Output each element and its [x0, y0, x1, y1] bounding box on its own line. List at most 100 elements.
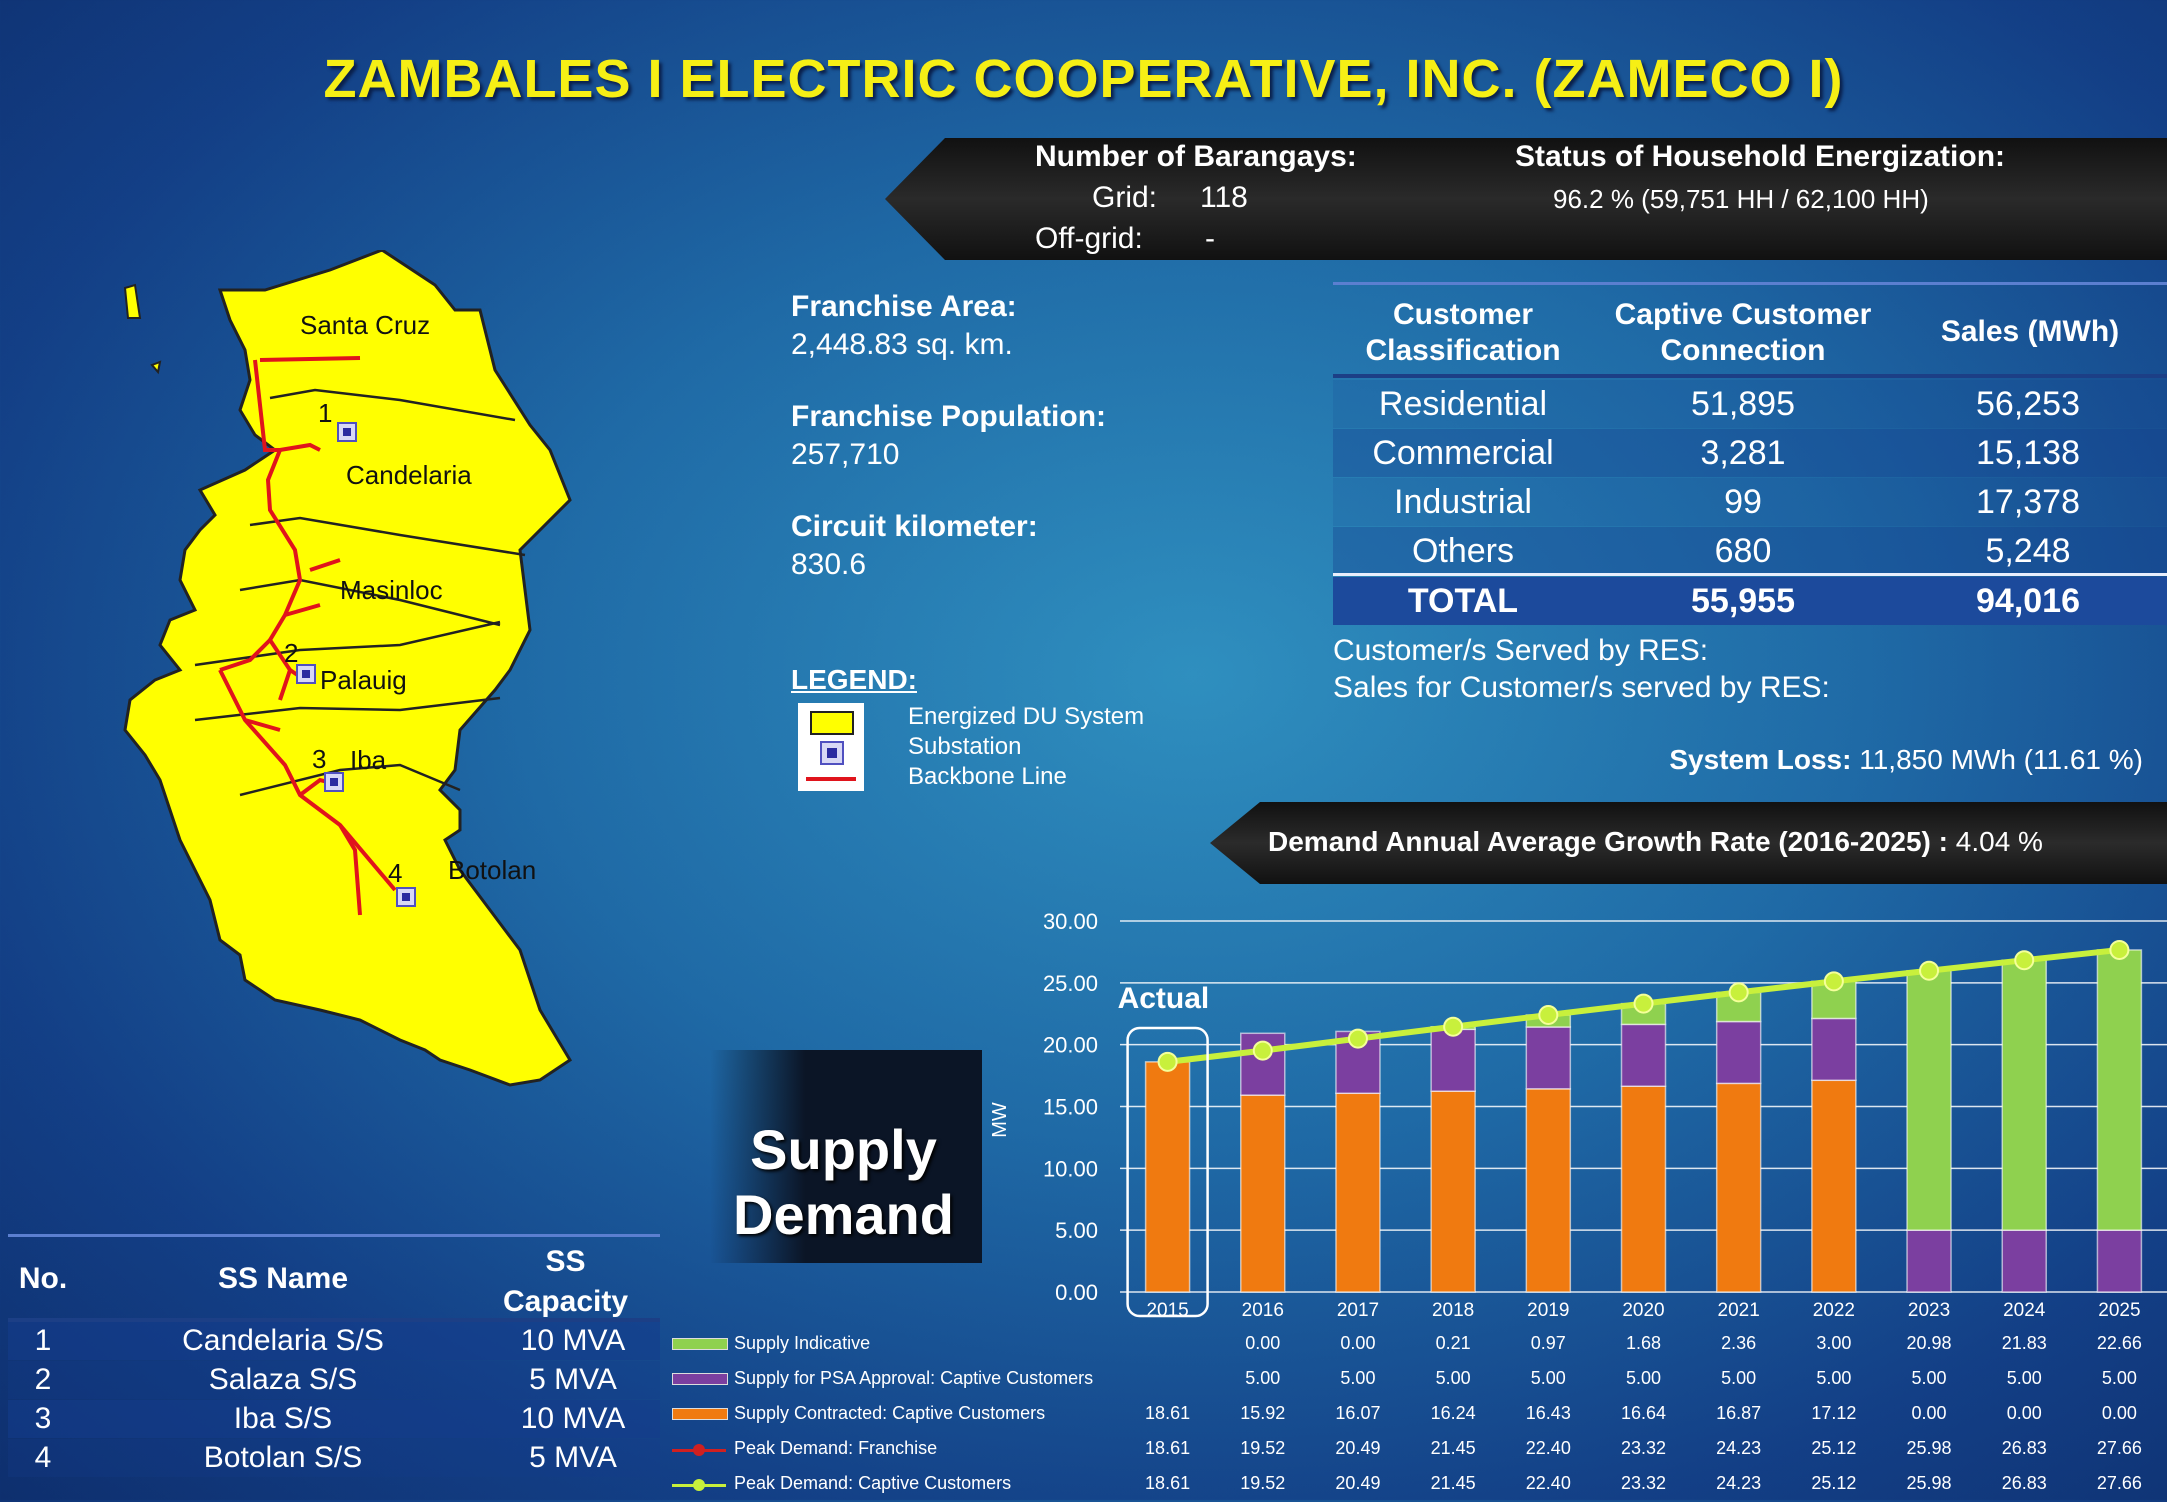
franchise-map — [123, 250, 573, 1087]
map-label-palauig: Palauig — [320, 665, 407, 695]
x-tick-label: 2016 — [1242, 1300, 1284, 1321]
actual-annotation: Actual — [1118, 982, 1210, 1015]
x-tick-label: 2024 — [2003, 1300, 2046, 1321]
barangays-label: Number of Barangays: — [1035, 140, 1357, 173]
system-loss-value: 11,850 MWh (11.61 %) — [1859, 744, 2143, 775]
cell-total-connection: 55,955 — [1691, 582, 1795, 620]
cell-connection: 51,895 — [1691, 385, 1795, 423]
bar-contracted — [1715, 1082, 1762, 1293]
bar-contracted — [1620, 1085, 1667, 1293]
customer-table-total-rule — [1333, 573, 2167, 576]
table-total-row: TOTAL 55,955 94,016 — [1333, 577, 2167, 625]
bar-psa — [1620, 1023, 1667, 1087]
substation-markers — [296, 422, 416, 907]
cell-total-sales: 94,016 — [1976, 582, 2080, 620]
map-label-candelaria: Candelaria — [346, 460, 472, 490]
point-peak-captive — [1157, 1051, 1178, 1072]
legend-swatch-box — [798, 703, 864, 791]
cell-sales: 56,253 — [1976, 385, 2080, 423]
map-island — [123, 283, 142, 319]
ss-cell-no: 3 — [34, 1402, 52, 1435]
legend-item-substation: Substation — [908, 733, 1022, 760]
bar-contracted — [1335, 1092, 1381, 1293]
cell-classification: Residential — [1378, 385, 1548, 423]
offgrid-label: Off-grid: — [1035, 222, 1143, 255]
bar-indicative — [2001, 959, 2047, 1231]
circuit-km-value: 830.6 — [791, 548, 867, 581]
ss-cell-no: 1 — [34, 1324, 52, 1357]
table-row: 2 Salaza S/S 5 MVA — [8, 1361, 660, 1399]
map-ss-number-3: 3 — [312, 744, 327, 774]
cell-total-label: TOTAL — [1407, 582, 1519, 620]
x-tick-label: 2025 — [2098, 1300, 2140, 1321]
franchise-area-value: 2,448.83 sq. km. — [791, 328, 1013, 361]
ss-cell-name: Salaza S/S — [208, 1363, 358, 1396]
map-ss-number-1: 1 — [318, 398, 333, 428]
map-label-iba: Iba — [350, 745, 387, 775]
ss-cell-no: 4 — [34, 1441, 52, 1474]
x-tick-label: 2020 — [1622, 1300, 1664, 1321]
bar-contracted — [1240, 1094, 1286, 1293]
demand-growth-banner — [1210, 802, 2167, 884]
map-ss-number-2: 2 — [284, 638, 299, 668]
point-peak-captive — [1633, 993, 1654, 1014]
customer-table-header-rule — [1333, 374, 2167, 378]
table-row: Commercial 3,281 15,138 — [1333, 429, 2167, 477]
bar-contracted — [1811, 1079, 1857, 1293]
circuit-km-label: Circuit kilometer: — [791, 510, 1038, 543]
x-tick-label: 2018 — [1432, 1300, 1474, 1321]
bar-psa — [1715, 1020, 1762, 1085]
cell-connection: 680 — [1714, 532, 1772, 570]
customer-header-classification: Customer Classification — [1365, 298, 1561, 367]
map-ss-number-4: 4 — [388, 858, 403, 888]
bar-psa — [2001, 1229, 2047, 1293]
point-peak-captive — [1252, 1040, 1273, 1061]
customer-table-top-rule — [1333, 282, 2167, 285]
ss-cell-capacity: 5 MVA — [529, 1441, 617, 1474]
x-tick-label: 2021 — [1718, 1300, 1760, 1321]
table-row: 1 Candelaria S/S 10 MVA — [8, 1322, 660, 1360]
res-sales-label: Sales for Customer/s served by RES: — [1333, 671, 1830, 704]
bar-contracted — [1144, 1061, 1191, 1293]
ss-cell-capacity: 10 MVA — [520, 1324, 626, 1357]
legend-title: LEGEND: — [791, 664, 917, 695]
map-label-masinloc: Masinloc — [340, 575, 443, 605]
ss-table-top-rule — [8, 1234, 660, 1237]
y-tick-label: 10.00 — [1043, 1156, 1098, 1181]
backbone-lines — [218, 356, 397, 916]
ss-header-no: No. — [18, 1262, 68, 1295]
table-row: Others 680 5,248 — [1333, 527, 2167, 575]
x-tick-label: 2022 — [1813, 1300, 1855, 1321]
actual-highlight-box — [1126, 1026, 1209, 1318]
cell-sales: 15,138 — [1976, 434, 2080, 472]
cell-sales: 5,248 — [1985, 532, 2071, 570]
y-tick-label: 30.00 — [1043, 909, 1098, 934]
table-row: 3 Iba S/S 10 MVA — [8, 1400, 660, 1438]
y-axis-label: MW — [989, 1102, 1011, 1138]
point-peak-captive — [1728, 982, 1749, 1003]
x-tick-label: 2019 — [1527, 1300, 1569, 1321]
grid-value: 118 — [1200, 181, 1248, 214]
y-tick-label: 0.00 — [1055, 1280, 1098, 1305]
bar-psa — [1525, 1026, 1572, 1090]
system-loss-label: System Loss: — [1669, 744, 1852, 775]
grid-label: Grid: — [1092, 181, 1158, 214]
res-served-label: Customer/s Served by RES: — [1333, 634, 1709, 667]
ss-header-capacity: SS Capacity — [502, 1245, 629, 1318]
y-tick-label: 15.00 — [1043, 1095, 1098, 1120]
y-tick-label: 5.00 — [1055, 1218, 1098, 1243]
ss-cell-capacity: 10 MVA — [520, 1402, 626, 1435]
demand-label: Demand — [733, 1183, 954, 1246]
map-label-santa-cruz: Santa Cruz — [300, 310, 431, 340]
ss-cell-no: 2 — [34, 1363, 52, 1396]
table-row: Industrial 99 17,378 — [1333, 478, 2167, 526]
legend-item-du-system: Energized DU System — [908, 703, 1145, 730]
supply-label: Supply — [750, 1118, 937, 1181]
ss-table-header-rule — [8, 1318, 660, 1322]
bar-psa — [1430, 1028, 1476, 1092]
x-tick-label: 2017 — [1337, 1300, 1379, 1321]
cell-connection: 99 — [1724, 483, 1762, 521]
top-info-banner — [885, 138, 2167, 260]
du-system-swatch — [810, 711, 854, 735]
